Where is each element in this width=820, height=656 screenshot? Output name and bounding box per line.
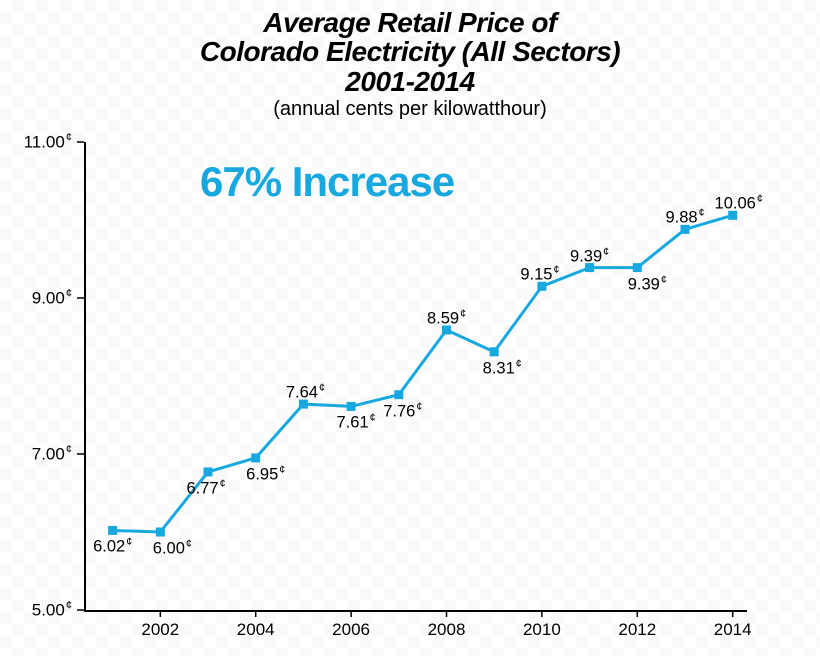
x-tick-label: 2014 (714, 620, 752, 640)
data-point (251, 453, 260, 462)
callout-text: 67% Increase (200, 158, 454, 206)
data-point (347, 402, 356, 411)
plot-area: 5.00¢7.00¢9.00¢11.00¢ 200220042006200820… (84, 142, 747, 610)
x-tick-label: 2010 (523, 620, 561, 640)
data-point (204, 467, 213, 476)
y-tick-label: 7.00¢ (32, 444, 72, 465)
data-point (633, 263, 642, 272)
point-label: 6.77¢ (186, 478, 225, 499)
point-label: 7.76¢ (383, 401, 422, 422)
x-tick-label: 2006 (332, 620, 370, 640)
point-label: 6.00¢ (153, 538, 192, 559)
point-label: 10.06¢ (715, 193, 763, 214)
point-label: 9.15¢ (520, 264, 559, 285)
y-tick-label: 9.00¢ (32, 288, 72, 309)
point-label: 9.39¢ (628, 274, 667, 295)
title-line-1: Average Retail Price of (0, 8, 820, 37)
x-axis-line (84, 610, 747, 612)
y-tick-label: 11.00¢ (24, 132, 72, 153)
title-line-3: 2001-2014 (0, 67, 820, 96)
data-point (490, 347, 499, 356)
x-tick-label: 2012 (618, 620, 656, 640)
point-label: 9.88¢ (665, 207, 704, 228)
chart-subtitle: (annual cents per kilowatthour) (0, 98, 820, 121)
x-tick-label: 2002 (141, 620, 179, 640)
data-point (394, 390, 403, 399)
point-label: 6.02¢ (93, 536, 132, 557)
point-label: 9.39¢ (570, 246, 609, 267)
point-label: 6.95¢ (246, 464, 285, 485)
data-point (156, 528, 165, 537)
point-label: 8.31¢ (483, 358, 522, 379)
y-tick-label: 5.00¢ (32, 600, 72, 621)
x-tick-label: 2008 (428, 620, 466, 640)
data-point (108, 526, 117, 535)
chart-title-block: Average Retail Price of Colorado Electri… (0, 8, 820, 121)
x-tick-label: 2004 (237, 620, 275, 640)
point-label: 7.64¢ (286, 382, 325, 403)
title-line-2: Colorado Electricity (All Sectors) (0, 37, 820, 66)
point-label: 8.59¢ (427, 308, 466, 329)
point-label: 7.61¢ (337, 412, 376, 433)
